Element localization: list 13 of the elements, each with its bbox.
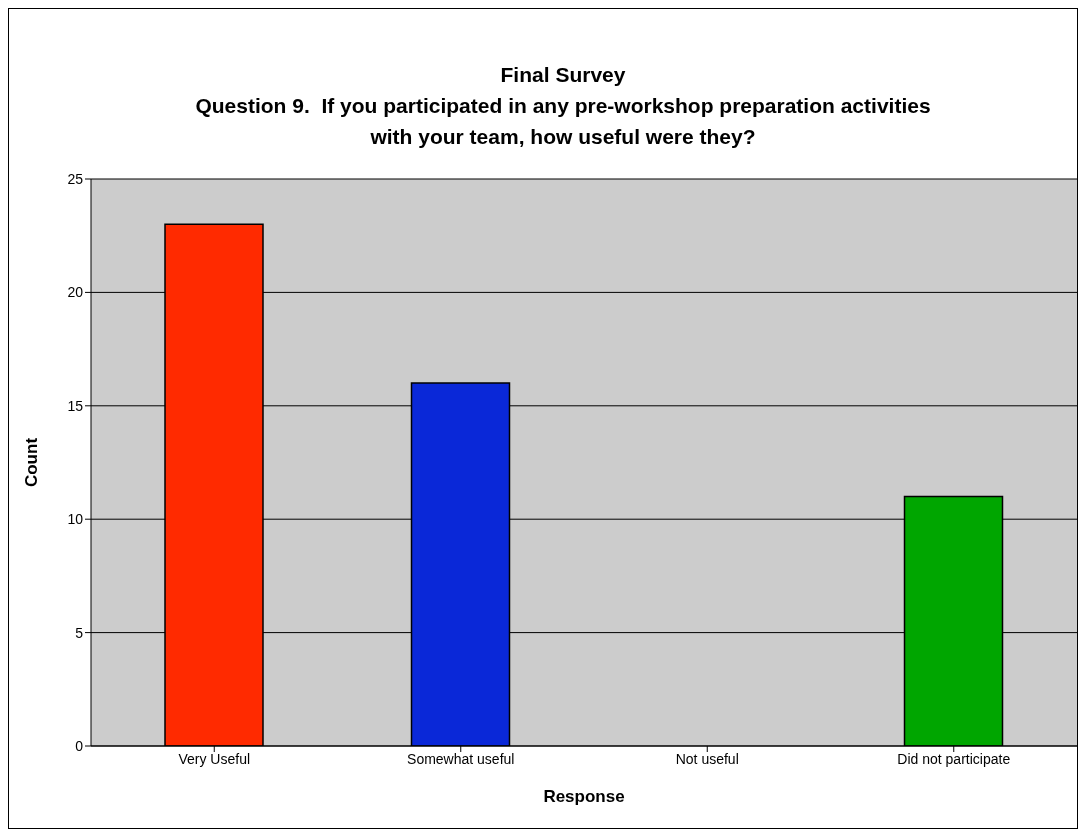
x-tick-label: Did not participate [897,750,1011,767]
x-tick-label: Somewhat useful [407,750,515,767]
y-tick-label: 20 [67,284,84,301]
chart-title: Final Survey Question 9. If you participated in any pre-workshop preparation activities with your team, how useful were they? [194,62,932,150]
y-tick-label: 25 [67,170,84,187]
x-axis-title: Response [543,787,625,806]
y-tick-label: 15 [67,397,84,414]
y-tick-label: 0 [75,737,84,754]
x-tick-label: Very Useful [178,750,251,767]
x-tick-label: Not useful [675,750,739,767]
y-tick-label: 5 [75,624,84,641]
y-axis-title: Count [22,437,42,488]
y-tick-label: 10 [67,511,84,528]
